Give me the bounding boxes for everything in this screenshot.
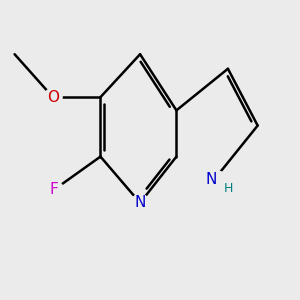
Ellipse shape: [200, 170, 229, 190]
Text: N: N: [134, 195, 146, 210]
Ellipse shape: [130, 194, 150, 212]
Ellipse shape: [43, 88, 63, 106]
Text: O: O: [47, 90, 59, 105]
Text: H: H: [223, 182, 233, 195]
Ellipse shape: [44, 180, 64, 199]
Text: F: F: [50, 182, 58, 197]
Text: N: N: [206, 172, 217, 187]
